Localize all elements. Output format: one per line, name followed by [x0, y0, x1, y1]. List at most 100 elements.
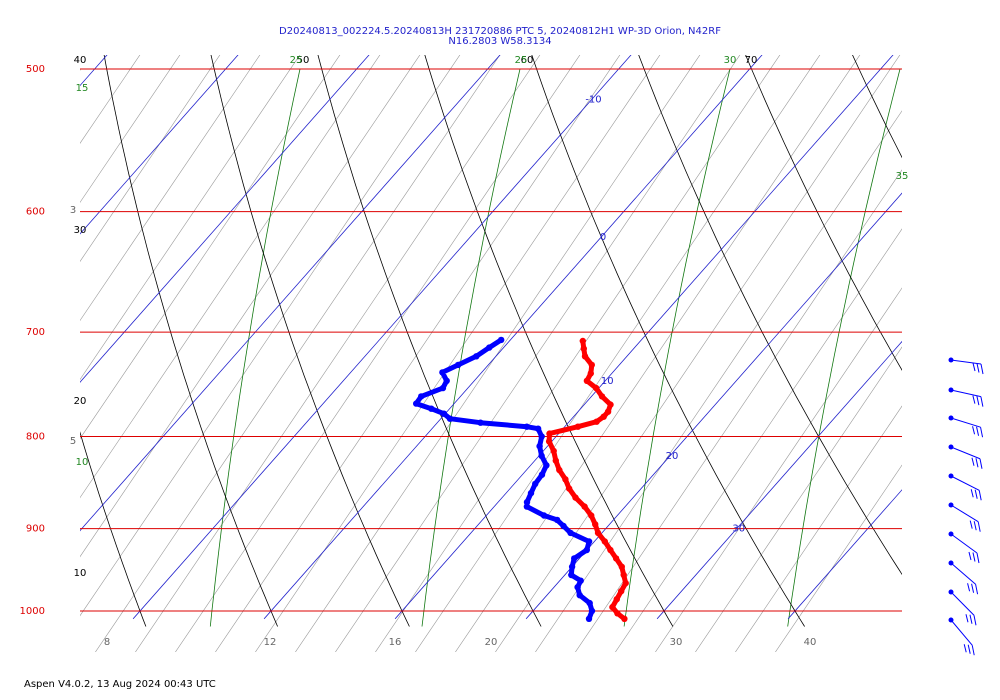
wind-barb-flag [976, 396, 980, 406]
temperature-point [618, 563, 625, 570]
mixing-ratio-label: 25 [515, 55, 528, 66]
wind-barb-flag [972, 362, 976, 372]
temperature-point [562, 476, 569, 483]
temperature-point [601, 538, 608, 545]
isotherm-label: 20 [666, 451, 679, 462]
temperature-point [574, 423, 582, 430]
moist-adiabat-line [375, 55, 781, 652]
wind-barb-flag [967, 644, 971, 654]
dewpoint-point [523, 423, 530, 430]
dewpoint-point [577, 577, 584, 584]
mixing-ratio-label: 10 [76, 457, 89, 468]
temperature-point [580, 345, 587, 352]
dewpoint-point [588, 607, 596, 615]
dewpoint-point [477, 419, 484, 426]
dewpoint-point [586, 599, 593, 607]
wind-barb-flag [971, 645, 975, 656]
temperature-point [594, 529, 602, 537]
dry-adiabat-label: 70 [745, 55, 758, 66]
mixing-ratio-line [80, 69, 81, 72]
wind-barb-flag [978, 490, 982, 501]
dry-adiabat-line [0, 0, 14, 627]
dewpoint-point [413, 400, 420, 407]
temperature-point [556, 466, 563, 474]
moist-adiabat-line [775, 464, 902, 652]
wind-barb-flag [973, 521, 977, 531]
dewpoint-point [440, 410, 448, 417]
dewpoint-point [538, 471, 546, 478]
mixing-ratio-label: 25 [290, 55, 303, 66]
wind-barb-staff [950, 475, 980, 491]
wind-barb-flag [971, 457, 975, 466]
isotherm-line [80, 55, 239, 235]
dry-adiabats [0, 0, 902, 627]
dewpoint-profile [413, 336, 596, 622]
temperature-point [621, 615, 628, 622]
moist-adiabat-line [80, 55, 261, 322]
moist-adiabat-line [80, 55, 181, 203]
dry-adiabat-line [531, 55, 805, 627]
temperature-point [600, 413, 607, 420]
dewpoint-point [527, 489, 535, 497]
wind-barb [948, 502, 981, 532]
temperature-profile [545, 337, 629, 622]
bottom-temp-tick-label: 30 [670, 637, 683, 648]
wind-barb [948, 531, 980, 564]
isotherm-label: -10 [585, 95, 601, 106]
wind-barb-staff [950, 533, 978, 554]
dewpoint-point [583, 546, 590, 554]
isotherm-line [80, 55, 501, 532]
temperature-point [607, 401, 614, 408]
wind-barb-flag [977, 521, 981, 532]
temperature-point [612, 555, 620, 562]
dewpoint-point [486, 344, 493, 351]
temperature-point [579, 337, 586, 345]
dry-adiabat-label: 30 [74, 225, 87, 236]
footer-version: Aspen V4.0.2, 13 Aug 2024 00:43 UTC [24, 679, 216, 690]
dewpoint-point [585, 538, 593, 545]
moist-adiabat-line [255, 55, 661, 652]
pressure-tick-label: 700 [26, 327, 45, 338]
temperature-point [572, 494, 579, 501]
dewpoint-point [455, 361, 462, 369]
temperature-point [550, 447, 557, 455]
wind-barb-staff [950, 446, 981, 460]
mixing-ratio-label: 35 [896, 171, 909, 182]
dry-adiabat-label: 50 [297, 55, 310, 66]
dewpoint-point [428, 405, 435, 412]
wind-barb-flag [969, 614, 973, 624]
moist-adiabats [80, 55, 902, 652]
dry-adiabat-line [103, 55, 278, 627]
moist-adiabat-line [80, 55, 301, 381]
wind-barb [948, 444, 983, 469]
moist-adiabat-line [655, 287, 902, 652]
dewpoint-point [560, 522, 567, 530]
dry-adiabat-line [210, 55, 410, 627]
temperature-point [592, 521, 599, 528]
dewpoint-point [523, 498, 531, 506]
dry-adiabat-label: 60 [521, 55, 534, 66]
dewpoint-point [571, 555, 578, 562]
wind-barb-flag [972, 395, 976, 404]
wind-barb [948, 415, 984, 438]
wind-barb-staff [950, 591, 975, 616]
moist-adiabat-line [80, 55, 421, 558]
moist-adiabat-line [495, 55, 901, 652]
wind-barb-flag [979, 458, 983, 469]
wind-barbs [948, 357, 984, 656]
temperature-point [607, 546, 614, 554]
wind-barb [948, 473, 982, 501]
dewpoint-point [553, 516, 561, 524]
wind-barb-flag [980, 396, 984, 407]
mixing-ratio-label: 15 [76, 83, 89, 94]
dewpoint-point [585, 615, 593, 622]
pressure-tick-label: 500 [26, 64, 45, 75]
wind-barb-flag [973, 615, 977, 626]
moist-adiabat-line [335, 55, 741, 652]
isotherm-line [656, 340, 902, 620]
wind-barb-flag [975, 584, 979, 595]
temperature-point [588, 512, 595, 519]
wind-barb-staff [950, 619, 973, 646]
dewpoint-point [439, 369, 446, 376]
bottom-temp-tick-label: 20 [485, 637, 498, 648]
